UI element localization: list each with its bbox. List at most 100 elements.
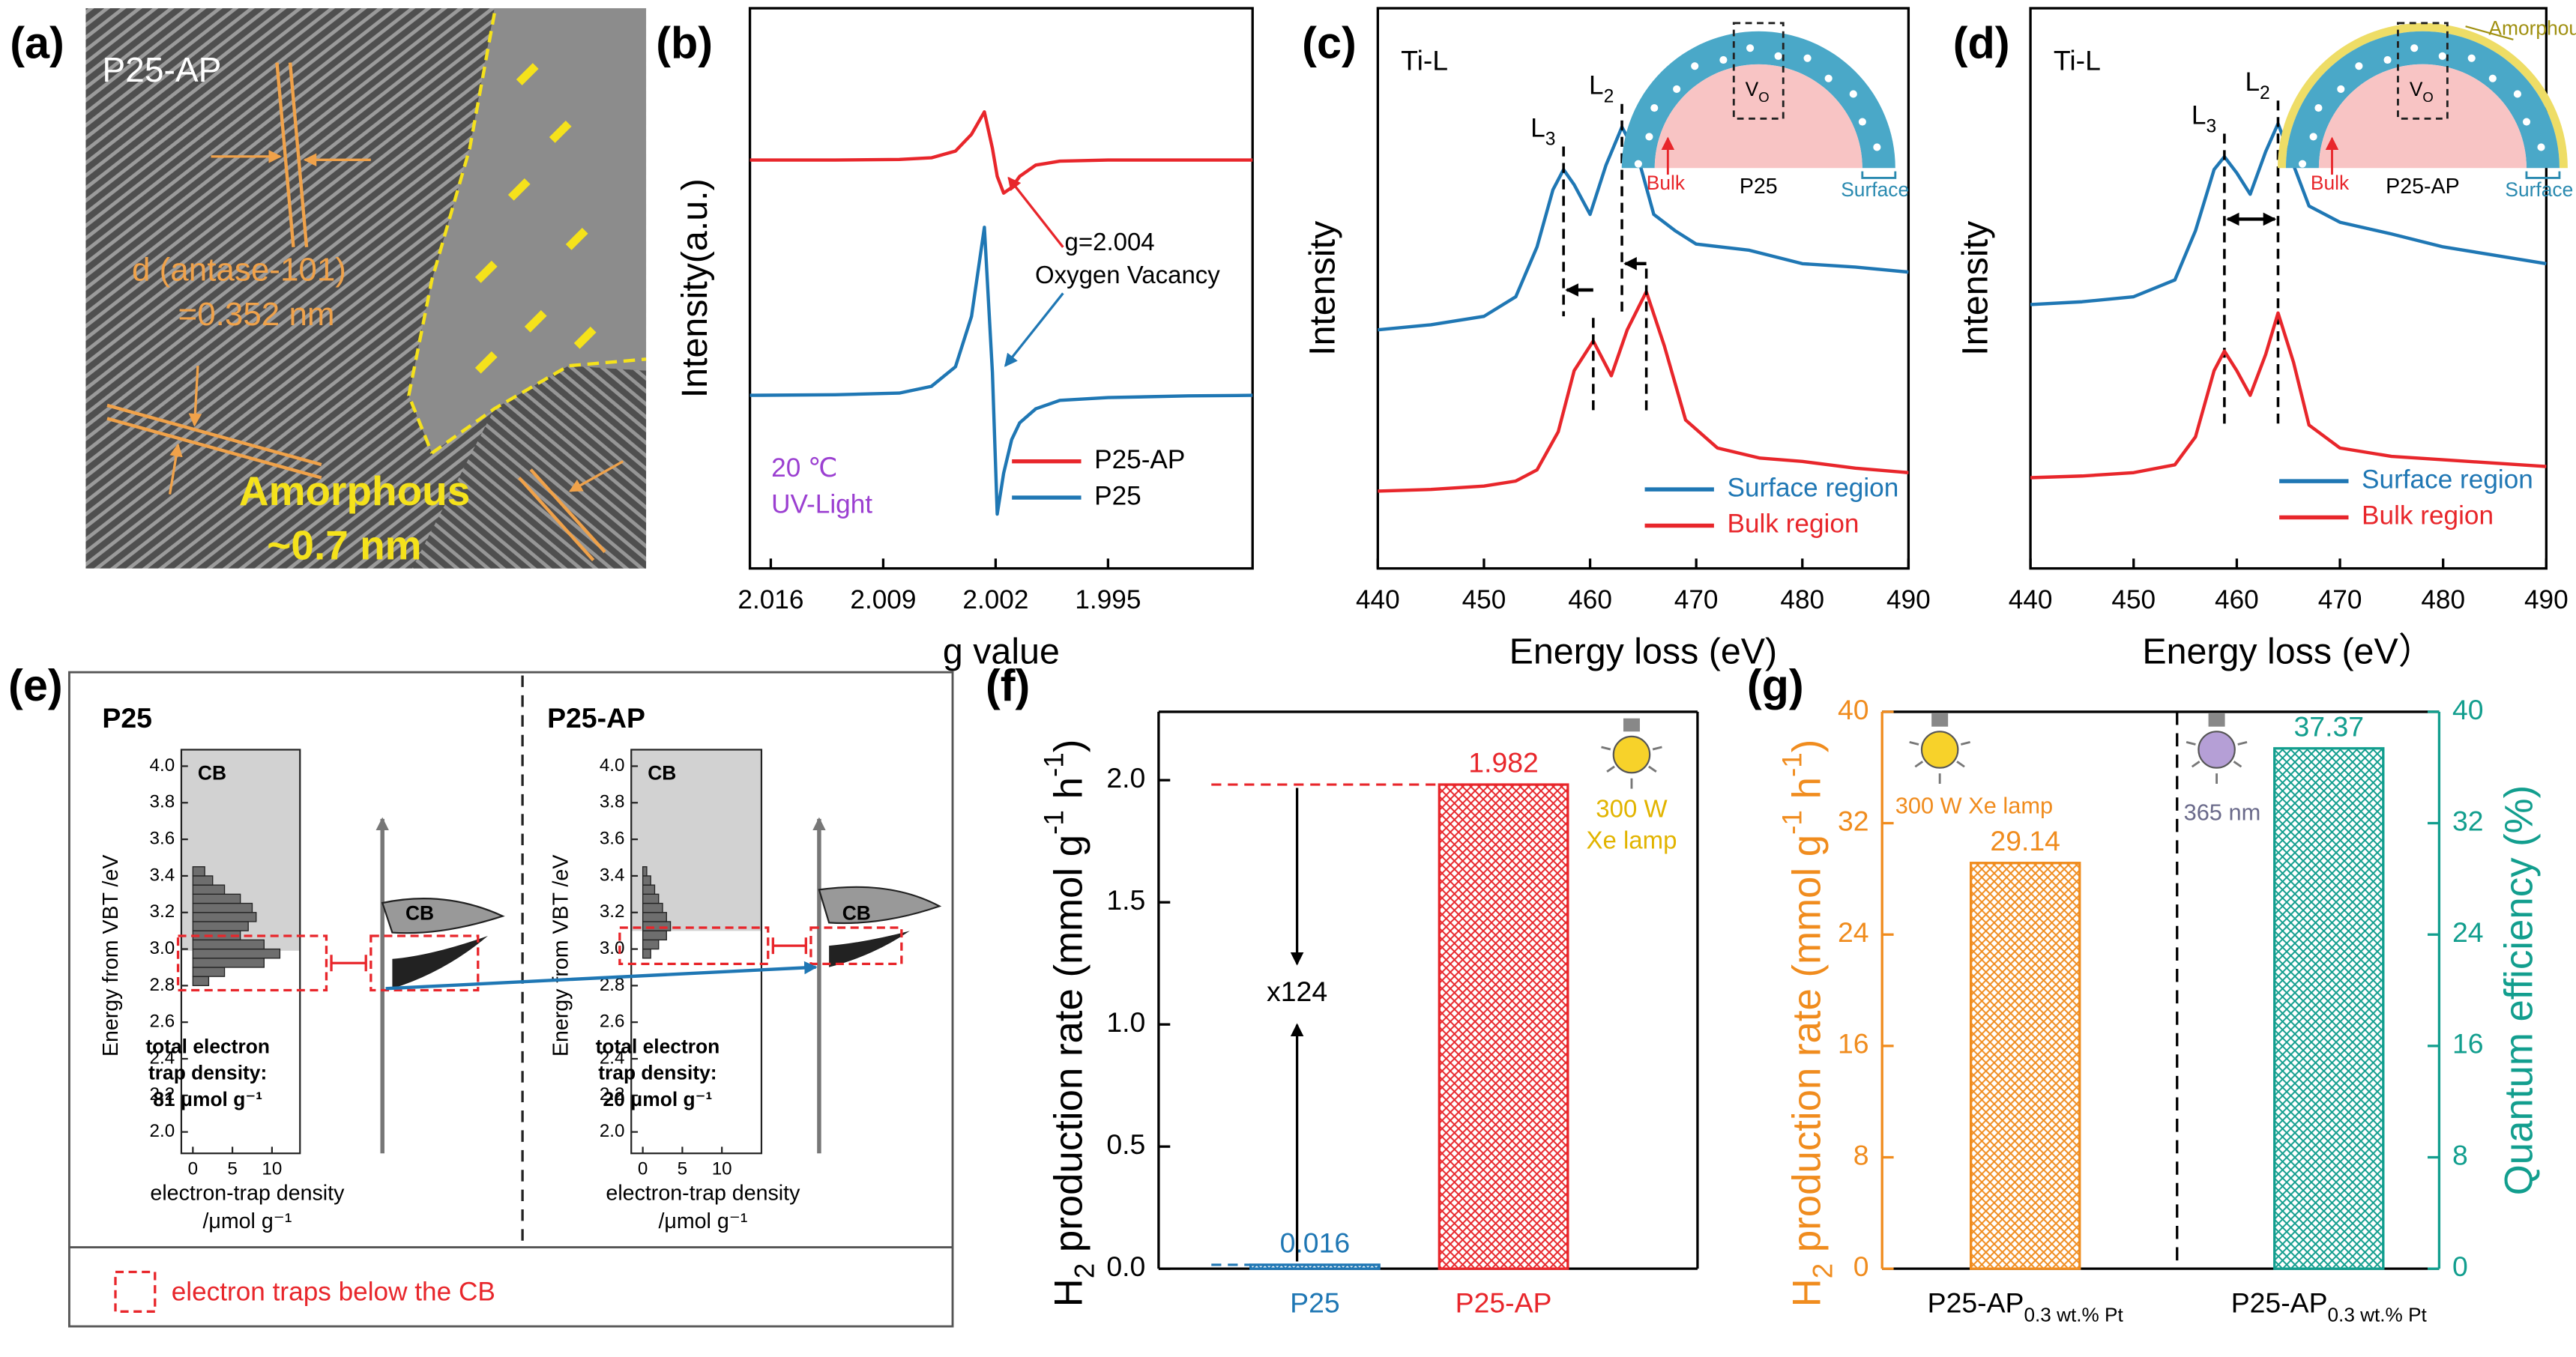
panel-label: (e) — [8, 660, 63, 710]
amorphous-arrow — [565, 227, 588, 250]
y-axis-label-part: -1 — [1777, 752, 1808, 777]
lamp-ray — [1956, 761, 1965, 768]
category-subscript: 0.3 wt.% Pt — [2328, 1303, 2428, 1326]
vacancy-dot — [2522, 118, 2531, 126]
zoom-box — [1732, 22, 1785, 120]
vacancy-dot — [2383, 55, 2392, 64]
vacancy-dot — [2298, 160, 2307, 168]
vacancy-dot — [2438, 52, 2446, 60]
peak-label: L2 — [2245, 68, 2269, 104]
y-axis-label-part: production rate (mmol g — [1785, 835, 1829, 1263]
x-axis-label: electron-trap density — [150, 1182, 345, 1206]
amorphous-arrow — [474, 260, 498, 283]
x-tick-label: 450 — [2111, 585, 2156, 614]
x-tick-label: 2.002 — [962, 585, 1028, 614]
vacancy-dot — [2337, 85, 2345, 93]
bar — [2273, 747, 2385, 1270]
trap-bar — [642, 875, 651, 886]
lamp-ray — [1648, 765, 1657, 773]
category-name: P25-AP — [2231, 1287, 2328, 1318]
annotation: Oxygen Vacancy — [1035, 261, 1220, 288]
fringe-marker — [288, 62, 309, 248]
y-tick-label: 3.2 — [150, 901, 175, 922]
trap-box — [176, 934, 328, 992]
y-tick-label: 0 — [1853, 1251, 1869, 1282]
surface-shell — [2285, 31, 2560, 169]
x-axis-label: electron-trap density — [606, 1182, 800, 1206]
trap-bar — [192, 866, 205, 877]
lamp-ray — [2191, 761, 2201, 768]
y-tick-label: 2.0 — [600, 1121, 625, 1141]
amorphous-boundary — [407, 13, 496, 454]
x-tick-label: 0 — [188, 1159, 198, 1179]
series-line — [1378, 125, 1909, 332]
lamp-bulb — [1920, 731, 1959, 769]
inset-sample-label: P25-AP — [2386, 175, 2460, 199]
amorphous-arrow — [549, 121, 572, 143]
trap-bar — [642, 893, 660, 904]
y-tick-label: 3.8 — [600, 792, 625, 812]
vacancy-dot — [1634, 160, 1642, 168]
bulk-core — [1654, 64, 1862, 169]
vacancy-label-part: V — [1746, 78, 1759, 100]
x-axis-label: /μmol g⁻¹ — [202, 1209, 292, 1233]
peak-label-part: 3 — [2206, 116, 2216, 136]
fringe-arrow — [168, 443, 183, 495]
condition-label: 20 ℃ — [771, 453, 837, 483]
y-tick-label: 2.4 — [150, 1048, 175, 1068]
y-axis-label: H2 production rate (mmol g-1 h-1) — [1039, 740, 1100, 1308]
y-axis-label: Intensity — [1955, 220, 1996, 356]
x-tick-label: 1.995 — [1075, 585, 1141, 614]
fringe-marker — [275, 62, 295, 248]
amorphous-arrow — [573, 326, 597, 349]
x-tick-label: 460 — [2215, 585, 2259, 614]
y-tick-label: 24 — [2452, 916, 2484, 948]
vacancy-dot — [2513, 90, 2521, 98]
vacancy-label: VO — [1746, 78, 1770, 105]
y-tick-label: 3.4 — [600, 865, 625, 885]
vacancy-label-part: O — [1758, 89, 1769, 105]
y-tick-label: 32 — [2452, 805, 2484, 836]
y-tick-label: 3.2 — [600, 901, 625, 922]
zoom-box — [2397, 22, 2449, 120]
peak-label-part: 2 — [2260, 83, 2270, 103]
peak-label: L3 — [1530, 114, 1555, 150]
y-tick-label: 40 — [1838, 694, 1869, 725]
y-axis-label: Intensity(a.u.) — [675, 178, 715, 398]
x-axis-label: Energy loss (eV) — [1509, 632, 1777, 672]
legend-label: Bulk region — [2362, 501, 2494, 531]
plot-frame — [2029, 7, 2548, 570]
y-tick-label: 4.0 — [600, 755, 625, 776]
trap-density-text: total electron — [596, 1035, 720, 1057]
x-axis-label: g value — [943, 632, 1060, 672]
x-axis-label: Energy loss (eV） — [2142, 632, 2434, 672]
vacancy-dot — [1824, 74, 1833, 82]
thickness-label: ~0.7 nm — [267, 522, 421, 569]
x-tick-label: P25 — [1290, 1287, 1340, 1318]
category-name: P25-AP — [1928, 1287, 2024, 1318]
peak-label-part: 3 — [1545, 130, 1556, 150]
surface-bracket — [1861, 171, 1897, 179]
trap-box — [369, 934, 480, 992]
trap-bar — [642, 930, 667, 941]
y-axis-label: Energy from VBT /eV — [99, 855, 123, 1057]
vacancy-dot — [1774, 52, 1782, 60]
lamp-bulb — [1612, 735, 1651, 774]
y-tick-label: 4.0 — [150, 755, 175, 776]
lamp-ray — [1652, 746, 1662, 751]
amorphous-pointer — [2465, 25, 2514, 40]
x-tick-label: 460 — [1568, 585, 1612, 614]
lamp-bulb — [2198, 731, 2236, 769]
x-tick-label: 440 — [2009, 585, 2053, 614]
legend-label: P25 — [1094, 481, 1141, 510]
y-tick-label: 2.6 — [600, 1012, 625, 1032]
lamp-ray — [1960, 740, 1970, 746]
cb-label: CB — [842, 901, 871, 924]
trap-density-text: 20 μmol g⁻¹ — [603, 1088, 713, 1110]
trap-tail — [829, 931, 910, 967]
plot-frame — [748, 7, 1254, 570]
lamp-ray — [2186, 740, 2196, 746]
annotation: g=2.004 — [1065, 228, 1155, 256]
condition-label: UV-Light — [771, 489, 872, 519]
fringe-arrow — [568, 460, 624, 492]
